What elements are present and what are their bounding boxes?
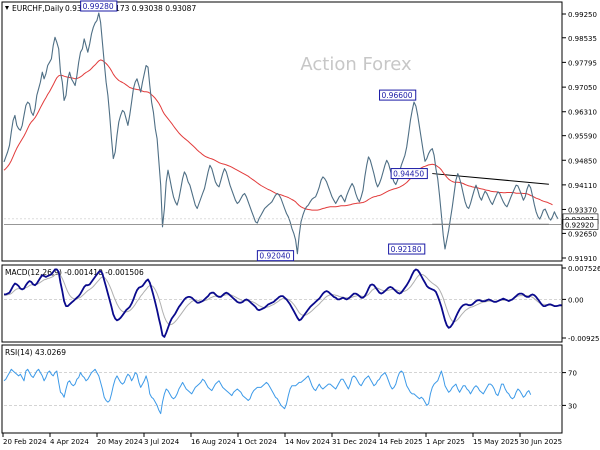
price-y-tick-label: 0.97795 [568, 59, 597, 67]
trendline [432, 173, 549, 185]
price-title: EURCHF,Daily [12, 4, 64, 13]
x-axis-ticks: 20 Feb 2024 4 Apr 2024 20 May 2024 3 Jul 20… [2, 433, 562, 446]
macd-series-layer [4, 268, 562, 338]
x-tick-label: 4 Apr 2024 [50, 438, 89, 446]
annotation-box [80, 0, 118, 12]
macd-line [4, 268, 562, 338]
price-ohlc: 0.93092 0.93173 0.93038 0.93087 [65, 4, 196, 13]
rsi-y-tick-label: 30 [568, 402, 577, 410]
annotation-box [379, 89, 417, 101]
x-tick-label: 31 Dec 2024 [332, 438, 377, 446]
rsi-panel-frame [1, 344, 563, 434]
x-tick-label: 1 Oct 2024 [238, 438, 277, 446]
price-y-tick-label: 0.97050 [568, 84, 597, 92]
x-tick-label: 20 Feb 2024 [3, 438, 47, 446]
x-tick-label: 20 May 2024 [97, 438, 143, 446]
annotation-label: 0.99280 [83, 2, 114, 11]
price-y-tick-label: 0.93370 [568, 206, 597, 214]
rsi-title: RSI(14) 43.0269 [5, 348, 66, 357]
price-y-tick-label: 0.94110 [568, 182, 597, 190]
price-header: EURCHF,Daily 0.93092 0.93173 0.93038 0.9… [5, 4, 196, 13]
annotation-label: 0.94450 [393, 170, 424, 179]
x-tick-label: 16 Aug 2024 [191, 438, 236, 446]
watermark: Action Forex [300, 54, 412, 75]
macd-title: MACD(12,26,9) -0.001410 -0.001506 [5, 268, 144, 277]
price-y-tick-label: 0.92650 [568, 230, 597, 238]
rsi-y-tick-label: 70 [568, 370, 577, 378]
price-series-layer [3, 12, 559, 255]
price-annotations: 0.99280 0.92040 0.96600 0.94450 0.92180 [80, 0, 428, 262]
price-y-tick-label: 0.94850 [568, 157, 597, 165]
rsi-line [3, 368, 532, 415]
rsi-series-layer [3, 368, 532, 415]
price-y-tick-label: 0.96310 [568, 109, 597, 117]
x-tick-label: 14 Feb 2025 [379, 438, 423, 446]
annotation-box [388, 243, 426, 255]
price-panel-frame [1, 1, 563, 262]
macd-axis-ticks: 0.007526 0.00 -0.009252 [4, 265, 600, 343]
price-line [3, 12, 559, 255]
macd-signal-line [4, 273, 557, 326]
x-tick-label: 14 Nov 2024 [285, 438, 330, 446]
x-tick-label: 3 Jul 2024 [144, 438, 180, 446]
x-tick-label: 30 Jun 2025 [520, 438, 562, 446]
macd-y-tick-label: -0.009252 [568, 335, 600, 343]
price-y-tick-label: 0.91910 [568, 255, 597, 263]
price-y-tick-label: 0.95590 [568, 133, 597, 141]
annotation-box [256, 250, 295, 262]
price-current-values: 0.930870.92920 [4, 213, 599, 230]
annotation-label: 0.92040 [259, 252, 290, 261]
x-tick-label: 1 Apr 2025 [426, 438, 465, 446]
x-tick-label: 15 May 2025 [473, 438, 519, 446]
macd-y-tick-label: 0.00 [568, 296, 584, 304]
current-price-box [562, 219, 599, 230]
price-y-tick-label: 0.98535 [568, 35, 597, 43]
current-price-label: 0.92920 [565, 221, 594, 229]
annotation-label: 0.92180 [391, 245, 422, 254]
price-y-tick-label: 0.99250 [568, 11, 597, 19]
macd-y-tick-label: 0.007526 [568, 265, 600, 273]
header-triangle-icon [5, 6, 9, 10]
price-axis-ticks: 0.99250 0.98535 0.97795 0.97050 0.96310 0.955… [562, 11, 597, 263]
annotation-label: 0.96600 [382, 91, 413, 100]
annotation-box [390, 168, 428, 180]
